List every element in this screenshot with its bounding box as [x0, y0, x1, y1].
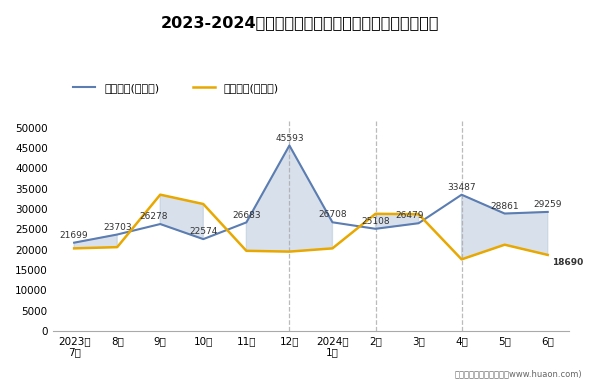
Text: 26708: 26708: [318, 211, 347, 220]
Text: 26683: 26683: [232, 211, 260, 220]
进口总额(万美元): [329, 246, 336, 251]
进口总额(万美元): [71, 246, 78, 251]
出口总额(万美元): [415, 221, 422, 225]
出口总额(万美元): [157, 222, 164, 226]
Text: 29259: 29259: [533, 200, 562, 209]
进口总额(万美元): [113, 245, 121, 249]
Text: 制图：华经产业研究院（www.huaon.com): 制图：华经产业研究院（www.huaon.com): [454, 369, 582, 378]
进口总额(万美元): [415, 212, 422, 217]
出口总额(万美元): [372, 226, 379, 231]
进口总额(万美元): [200, 202, 207, 206]
出口总额(万美元): [113, 232, 121, 237]
进口总额(万美元): [501, 242, 508, 247]
进口总额(万美元): [243, 249, 250, 253]
Text: 28861: 28861: [490, 202, 519, 211]
Legend: 出口总额(万美元), 进口总额(万美元): 出口总额(万美元), 进口总额(万美元): [68, 78, 283, 97]
Text: 2023-2024年马鞍山市商品收发货人所在地进、出口额: 2023-2024年马鞍山市商品收发货人所在地进、出口额: [161, 15, 439, 30]
出口总额(万美元): [458, 192, 465, 197]
Line: 进口总额(万美元): 进口总额(万美元): [74, 195, 548, 259]
Text: 33487: 33487: [448, 183, 476, 192]
Text: 18690: 18690: [552, 258, 583, 267]
Text: 21699: 21699: [60, 231, 88, 240]
进口总额(万美元): [372, 212, 379, 216]
出口总额(万美元): [243, 220, 250, 225]
Text: 22574: 22574: [189, 227, 217, 236]
Text: 23703: 23703: [103, 223, 131, 232]
Text: 26278: 26278: [140, 212, 168, 221]
出口总额(万美元): [71, 241, 78, 245]
出口总额(万美元): [544, 210, 551, 214]
出口总额(万美元): [286, 143, 293, 148]
进口总额(万美元): [544, 253, 551, 257]
进口总额(万美元): [286, 249, 293, 254]
出口总额(万美元): [329, 220, 336, 225]
Text: 25108: 25108: [361, 217, 390, 226]
Text: 45593: 45593: [275, 134, 304, 142]
Line: 出口总额(万美元): 出口总额(万美元): [74, 146, 548, 243]
进口总额(万美元): [458, 257, 465, 261]
出口总额(万美元): [501, 211, 508, 216]
出口总额(万美元): [200, 237, 207, 241]
Text: 26479: 26479: [396, 211, 424, 220]
进口总额(万美元): [157, 192, 164, 197]
